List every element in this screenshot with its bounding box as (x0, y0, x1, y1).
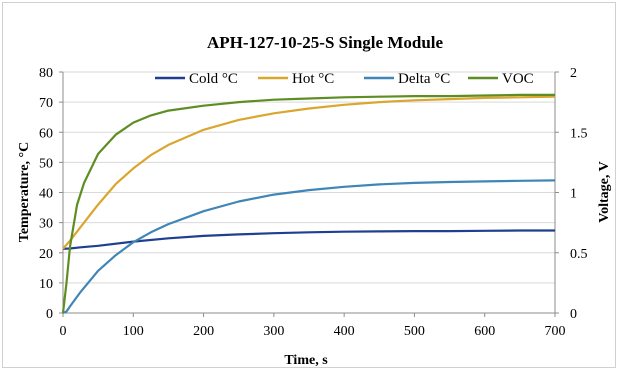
chart-frame (2, 2, 616, 368)
y-tick-label: 10 (39, 277, 53, 292)
legend-label-cold-c: Cold °C (189, 71, 238, 87)
y2-axis-label: Voltage, V (597, 161, 612, 222)
legend-label-voc: VOC (502, 71, 534, 87)
legend: Cold °C Hot °C Delta °C VOC (155, 71, 534, 87)
x-tick-label: 500 (404, 324, 425, 339)
series-line-cold-c (62, 229, 555, 250)
x-tick-label: 700 (545, 324, 566, 339)
y-tick-label: 50 (39, 156, 53, 171)
series-lines (61, 93, 556, 315)
y-tick-label: 60 (39, 126, 53, 141)
x-tick-label: 300 (263, 324, 284, 339)
y-tick-label: 70 (39, 96, 53, 111)
series-line-delta-c (62, 179, 556, 315)
series-line-hot-c (62, 95, 556, 250)
x-axis-label: Time, s (284, 353, 328, 368)
y-tick-label: 30 (39, 217, 53, 232)
y2-tick-label: 1.5 (570, 126, 588, 141)
y-tick-label: 40 (39, 187, 53, 202)
series-line-voc (61, 93, 555, 314)
x-tick-label: 200 (193, 324, 214, 339)
y2-tick-label: 0 (570, 307, 577, 322)
x-tick-labels: 0 100 200 300 400 500 600 700 (60, 313, 566, 339)
y2-tick-label: 0.5 (570, 247, 588, 262)
x-tick-label: 100 (123, 324, 144, 339)
y-tick-label: 0 (46, 307, 53, 322)
chart-title: APH-127-10-25-S Single Module (207, 33, 444, 52)
legend-label-hot-c: Hot °C (292, 71, 334, 87)
legend-label-delta-c: Delta °C (398, 71, 450, 87)
y-axis-label: Temperature, °C (17, 142, 32, 242)
x-tick-label: 0 (60, 324, 67, 339)
x-tick-label: 600 (474, 324, 495, 339)
y2-tick-labels: 0 0.5 1 1.5 2 (555, 66, 588, 322)
y2-tick-label: 1 (570, 187, 577, 202)
y-tick-label: 80 (39, 66, 53, 81)
x-tick-label: 400 (334, 324, 355, 339)
y-tick-labels: 0 10 20 30 40 50 60 70 80 (39, 66, 63, 322)
y2-tick-label: 2 (570, 66, 577, 81)
y-tick-label: 20 (39, 247, 53, 262)
